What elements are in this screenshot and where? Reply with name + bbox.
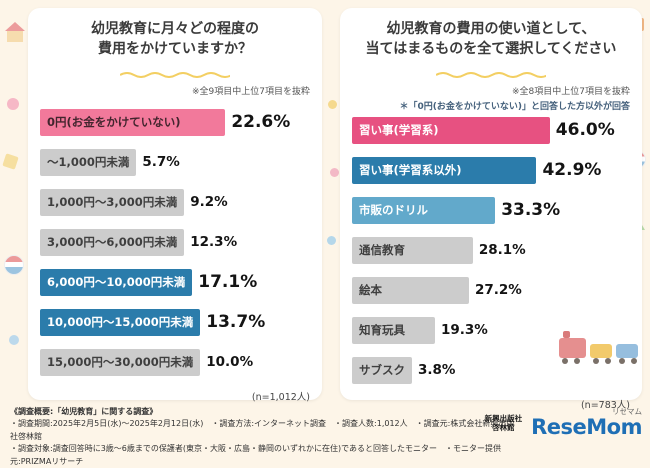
bar: 15,000円～30,000円未満 <box>40 348 201 376</box>
bar-label: 習い事(学習系) <box>359 123 439 138</box>
resemom-logo-text: ReseMom <box>531 414 642 439</box>
bar-value: 3.8% <box>418 362 456 379</box>
chart-note: ※全9項目中上位7項目を抜粋 <box>192 86 310 97</box>
title-underline-squiggle <box>40 71 310 79</box>
bar-row: ～1,000円未満 5.7% <box>40 148 310 176</box>
bar: サブスク <box>352 356 412 384</box>
house-body-icon <box>7 31 23 42</box>
resemom-logo-kana: リセマム <box>612 407 642 416</box>
yellow-dot-decoration <box>328 100 337 109</box>
bar: 1,000円～3,000円未満 <box>40 188 185 216</box>
publisher-logo-line1: 新興出版社 <box>484 413 523 423</box>
bar-value: 27.2% <box>474 282 522 299</box>
bar-label: 3,000円～6,000円未満 <box>47 235 178 250</box>
bar-value: 28.1% <box>478 242 526 259</box>
monthly-cost-chart-panel: 幼児教育に月々どの程度の 費用をかけていますか？ ※全9項目中上位7項目を抜粋 … <box>28 8 322 403</box>
bar-row: 6,000円～10,000円未満 17.1% <box>40 268 310 296</box>
bar-value: 46.0% <box>555 120 615 141</box>
spending-purpose-chart-panel: 幼児教育の費用の使い道として、 当てはまるものを全て選択してください ※全8項目… <box>340 8 642 411</box>
bar-chart: 0円(お金をかけていない) 22.6% ～1,000円未満 5.7% 1,000円～3,… <box>40 108 310 376</box>
bar-row: サブスク 3.8% <box>352 356 630 384</box>
chart-title-line2: 費用をかけていますか？ <box>98 40 252 57</box>
bar-label: 6,000円～10,000円未満 <box>47 275 186 290</box>
bar: 0円(お金をかけていない) <box>40 108 226 136</box>
bar-row: 市販のドリル 33.3% <box>352 196 630 224</box>
bar-label: 10,000円～15,000円未満 <box>47 315 194 330</box>
chart-title-line1: 幼児教育に月々どの程度の <box>91 21 259 37</box>
bar-value: 5.7% <box>142 154 180 171</box>
bar-row: 1,000円～3,000円未満 9.2% <box>40 188 310 216</box>
blue-dot-decoration <box>9 335 19 345</box>
bar-value: 17.1% <box>198 272 258 293</box>
bar-label: 市販のドリル <box>359 203 428 218</box>
publisher-logo-line2: 啓林館 <box>492 422 515 432</box>
bar-value: 19.3% <box>440 322 488 339</box>
survey-overview-line1: ・調査期間:2025年2月5日(水)～2025年2月12日(水) ・調査方法:イ… <box>10 419 515 441</box>
pink-dot-decoration <box>330 168 339 177</box>
chart-note: ※全8項目中上位7項目を抜粋 <box>512 86 630 97</box>
chart-title: 幼児教育の費用の使い道として、 当てはまるものを全て選択してください <box>352 20 630 59</box>
bar-value: 9.2% <box>190 194 228 211</box>
resemom-logo: リセマム ReseMom <box>531 408 642 438</box>
bar-label: 1,000円～3,000円未満 <box>47 195 178 210</box>
bar-label: ～1,000円未満 <box>47 155 130 170</box>
bar-row: 知育玩具 19.3% <box>352 316 630 344</box>
bar: 習い事(学習系) <box>352 116 550 144</box>
bar-label: 知育玩具 <box>359 323 405 338</box>
publisher-logo: 新興出版社 啓林館 <box>485 414 523 432</box>
bar-row: 通信教育 28.1% <box>352 236 630 264</box>
pink-dot-decoration <box>7 98 19 110</box>
bar-row: 0円(お金をかけていない) 22.6% <box>40 108 310 136</box>
bar-label: 15,000円～30,000円未満 <box>47 355 194 370</box>
toy-house-decoration <box>5 22 25 42</box>
bar-value: 10.0% <box>206 354 254 371</box>
sample-size-label: (n=783人) <box>580 399 630 411</box>
chart-title: 幼児教育に月々どの程度の 費用をかけていますか？ <box>40 20 310 59</box>
survey-overview: 《調査概要:「幼児教育」に関する調査》 ・調査期間:2025年2月5日(水)～2… <box>10 406 515 468</box>
bar: 通信教育 <box>352 236 473 264</box>
bar-row: 習い事(学習系) 46.0% <box>352 116 630 144</box>
bar-value: 13.7% <box>206 312 266 333</box>
bar: 市販のドリル <box>352 196 496 224</box>
bar: 10,000円～15,000円未満 <box>40 308 201 336</box>
sample-size-label: (n=1,012人) <box>251 391 310 403</box>
bar-value: 22.6% <box>231 112 291 133</box>
toy-train-decoration <box>559 331 638 364</box>
bar-label: 絵本 <box>359 283 382 298</box>
bar: 知育玩具 <box>352 316 435 344</box>
chart-title-line2: 当てはまるものを全て選択してください <box>365 40 617 57</box>
bar-label: サブスク <box>359 363 405 378</box>
bar: 6,000円～10,000円未満 <box>40 268 193 296</box>
toy-ball-decoration <box>4 255 24 275</box>
bar: 絵本 <box>352 276 469 304</box>
bar-label: 通信教育 <box>359 243 405 258</box>
chart-title-line1: 幼児教育の費用の使い道として、 <box>386 21 596 37</box>
bar-value: 33.3% <box>501 200 561 221</box>
branding-area: 新興出版社 啓林館 リセマム ReseMom <box>485 408 643 438</box>
train-car-icon <box>616 344 638 364</box>
yellow-block-decoration <box>2 153 19 170</box>
bar: 3,000円～6,000円未満 <box>40 228 185 256</box>
bar-row: 3,000円～6,000円未満 12.3% <box>40 228 310 256</box>
train-engine-icon <box>559 331 586 364</box>
survey-overview-line2: ・調査対象:調査回答時に3歳～6歳までの保護者(東京・大阪・広島・静岡のいずれか… <box>10 444 502 466</box>
bar-chart: 習い事(学習系) 46.0% 習い事(学習系以外) 42.9% 市販のドリル 33.3% 通… <box>352 116 630 384</box>
survey-overview-heading: 《調査概要:「幼児教育」に関する調査》 <box>10 407 158 416</box>
bar-label: 習い事(学習系以外) <box>359 163 462 178</box>
blue-dot-decoration <box>327 236 336 245</box>
chart-respondent-note: ＊「0円(お金をかけていない)」と回答した方以外が回答 <box>399 101 631 112</box>
bar-value: 12.3% <box>190 234 238 251</box>
train-car-icon <box>590 344 612 364</box>
bar: ～1,000円未満 <box>40 148 137 176</box>
bar-row: 15,000円～30,000円未満 10.0% <box>40 348 310 376</box>
bar-row: 10,000円～15,000円未満 13.7% <box>40 308 310 336</box>
bar-row: 絵本 27.2% <box>352 276 630 304</box>
bar-label: 0円(お金をかけていない) <box>47 115 181 130</box>
bar-row: 習い事(学習系以外) 42.9% <box>352 156 630 184</box>
bar-value: 42.9% <box>542 160 602 181</box>
bar: 習い事(学習系以外) <box>352 156 537 184</box>
title-underline-squiggle <box>352 71 630 79</box>
house-roof-icon <box>5 22 25 31</box>
